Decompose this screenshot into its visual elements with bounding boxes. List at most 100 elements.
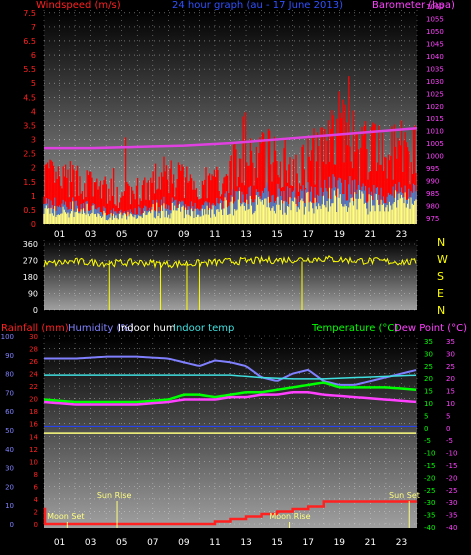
rain-tick-label: 20: [29, 396, 38, 404]
direction-trace: [43, 254, 417, 269]
rain-tick-label: 6: [34, 483, 39, 491]
barometer-tick-label: 990: [426, 178, 439, 186]
temp-tick-label: 30: [424, 350, 433, 358]
hour-tick-label: 17: [302, 538, 313, 548]
direction-tick-label: 360: [23, 240, 38, 249]
barometer-tick-label: 985: [426, 190, 439, 198]
temperature-label: Temperature (°C): [311, 323, 398, 334]
barometer-tick-label: 1015: [426, 115, 444, 123]
dew-tick-label: 20: [446, 375, 455, 383]
dew-tick-label: -5: [446, 437, 453, 445]
humidity-tick-label: 60: [5, 408, 14, 416]
dew-tick-label: 5: [446, 412, 450, 420]
compass-label: N: [437, 304, 445, 317]
barometer-tick-label: 1040: [426, 53, 444, 61]
annotation-label: Sun Set: [389, 491, 420, 500]
dew-tick-label: -25: [446, 487, 457, 495]
humidity-tick-label: 30: [5, 465, 14, 473]
humidity-tick-label: 40: [5, 446, 14, 454]
windspeed-tick-label: 5.5: [23, 65, 36, 74]
dew-tick-label: 25: [446, 363, 455, 371]
dew-tick-label: -35: [446, 512, 457, 520]
dew-tick-label: 0: [446, 425, 450, 433]
rain-tick-label: 18: [29, 408, 38, 416]
humidity-line: [44, 355, 417, 386]
rain-tick-label: 0: [34, 521, 38, 529]
windspeed-label: Windspeed (m/s): [36, 0, 121, 11]
windspeed-tick-label: 0.5: [23, 206, 36, 215]
dew-tick-label: -30: [446, 499, 457, 507]
barometer-tick-label: 1035: [426, 65, 444, 73]
barometer-tick-label: 1020: [426, 103, 444, 111]
hour-tick-label: 11: [209, 230, 220, 240]
hour-tick-label: 19: [334, 538, 346, 548]
hour-tick-label: 13: [240, 538, 251, 548]
humidity-tick-label: 50: [5, 427, 14, 435]
hour-tick-label: 15: [271, 538, 282, 548]
wind-barometer-panel: 01 03 05 07 09 11 13 15 17 19 21 23 Windspeed (m/s)…: [23, 0, 455, 240]
hour-tick-label: 17: [302, 230, 313, 240]
rain-tick-label: 4: [34, 496, 39, 504]
hour-tick-label: 05: [116, 538, 127, 548]
windspeed-tick-label: 3.5: [23, 121, 36, 130]
rain-tick-label: 16: [29, 421, 38, 429]
temp-tick-label: -35: [424, 512, 435, 520]
dew-point-line: [43, 390, 417, 406]
hour-tick-label: 11: [209, 538, 220, 548]
windspeed-tick-label: 1: [31, 192, 36, 201]
hour-tick-label: 23: [396, 230, 407, 240]
temp-tick-label: -20: [424, 474, 435, 482]
direction-tick-label: 0: [33, 306, 38, 315]
temp-tick-label: 0: [424, 425, 428, 433]
humidity-tick-label: 20: [5, 483, 14, 491]
barometer-tick-label: 1050: [426, 28, 444, 36]
dew-tick-label: -10: [446, 450, 457, 458]
barometer-tick-label: 975: [426, 215, 439, 223]
hour-tick-label: 19: [334, 230, 346, 240]
temperature-humidity-panel: 01 03 05 07 09 11 13 15 17 19 21 23 Rainfall (mm) H…: [1, 323, 467, 548]
barometer-tick-label: 1060: [426, 3, 444, 11]
humidity-label: Humidity (%): [68, 323, 134, 334]
temp-tick-label: -10: [424, 450, 435, 458]
windspeed-tick-label: 2: [31, 164, 36, 173]
temp-tick-label: 10: [424, 400, 433, 408]
temp-tick-label: -25: [424, 487, 435, 495]
windspeed-tick-label: 7.5: [23, 9, 36, 18]
dew-tick-label: 10: [446, 400, 455, 408]
windspeed-tick-label: 7: [31, 23, 36, 32]
windspeed-tick-label: 4: [31, 107, 36, 116]
hour-tick-label: 05: [116, 230, 127, 240]
indoor-temp-label: Indoor temp: [173, 323, 234, 334]
temp-tick-label: 25: [424, 363, 433, 371]
temp-tick-label: 20: [424, 375, 433, 383]
hour-tick-label: 07: [147, 538, 158, 548]
rain-tick-label: 14: [29, 433, 38, 441]
rain-tick-label: 2: [34, 508, 38, 516]
temp-tick-label: -30: [424, 499, 435, 507]
rain-tick-label: 30: [29, 333, 38, 341]
rainfall-line: [44, 500, 417, 526]
dew-tick-label: 35: [446, 338, 455, 346]
rain-tick-label: 28: [29, 346, 38, 354]
windspeed-tick-label: 5: [31, 79, 36, 88]
barometer-line: [44, 126, 418, 150]
dew-tick-label: -15: [446, 462, 457, 470]
compass-label: W: [437, 253, 448, 266]
windspeed-tick-label: 1.5: [23, 178, 36, 187]
rainfall-label: Rainfall (mm): [1, 323, 69, 334]
hour-tick-label: 09: [178, 538, 190, 548]
hour-tick-label: 15: [271, 230, 282, 240]
dew-tick-label: 15: [446, 388, 455, 396]
temp-tick-label: 35: [424, 338, 433, 346]
direction-tick-label: 90: [28, 290, 38, 299]
compass-label: S: [437, 270, 444, 283]
graph-title: 24 hour graph (au - 17 June 2013): [172, 0, 343, 11]
windspeed-tick-label: 3: [31, 136, 36, 145]
barometer-tick-label: 1055: [426, 15, 444, 23]
hour-tick-label: 01: [54, 230, 65, 240]
temp-tick-label: -40: [424, 524, 435, 532]
temp-tick-label: 5: [424, 412, 428, 420]
dew-tick-label: 30: [446, 350, 455, 358]
